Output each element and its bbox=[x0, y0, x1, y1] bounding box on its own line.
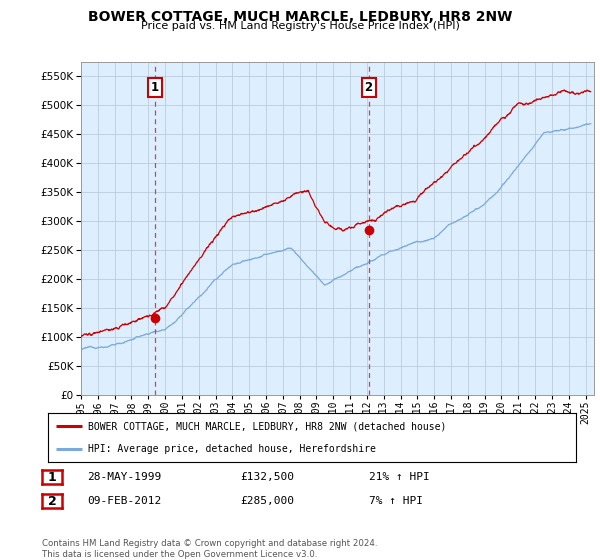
Text: £285,000: £285,000 bbox=[240, 496, 294, 506]
Text: 7% ↑ HPI: 7% ↑ HPI bbox=[369, 496, 423, 506]
Text: 1: 1 bbox=[151, 81, 159, 94]
Text: £132,500: £132,500 bbox=[240, 472, 294, 482]
Text: BOWER COTTAGE, MUCH MARCLE, LEDBURY, HR8 2NW (detached house): BOWER COTTAGE, MUCH MARCLE, LEDBURY, HR8… bbox=[88, 421, 446, 431]
Text: 28-MAY-1999: 28-MAY-1999 bbox=[87, 472, 161, 482]
Text: 2: 2 bbox=[365, 81, 373, 94]
Text: 1: 1 bbox=[47, 470, 56, 484]
Text: BOWER COTTAGE, MUCH MARCLE, LEDBURY, HR8 2NW: BOWER COTTAGE, MUCH MARCLE, LEDBURY, HR8… bbox=[88, 10, 512, 24]
Text: 09-FEB-2012: 09-FEB-2012 bbox=[87, 496, 161, 506]
Text: Contains HM Land Registry data © Crown copyright and database right 2024.
This d: Contains HM Land Registry data © Crown c… bbox=[42, 539, 377, 559]
Text: 2: 2 bbox=[47, 494, 56, 508]
Text: 21% ↑ HPI: 21% ↑ HPI bbox=[369, 472, 430, 482]
Text: HPI: Average price, detached house, Herefordshire: HPI: Average price, detached house, Here… bbox=[88, 444, 376, 454]
Text: Price paid vs. HM Land Registry's House Price Index (HPI): Price paid vs. HM Land Registry's House … bbox=[140, 21, 460, 31]
